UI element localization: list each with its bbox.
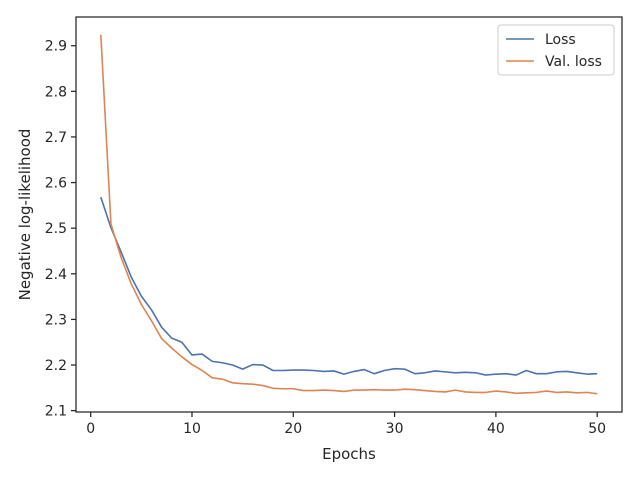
series-line-1 <box>100 34 598 395</box>
y-axis-label: Negative log-likelihood <box>16 129 34 301</box>
plot-frame <box>75 16 623 413</box>
legend-box <box>497 24 615 76</box>
legend-label-val-loss: Val. loss <box>545 54 602 70</box>
y-tick-label: 2.5 <box>45 221 67 237</box>
x-tick-label: 50 <box>588 421 606 437</box>
y-tick-label: 2.3 <box>45 312 67 328</box>
legend-label-loss: Loss <box>545 32 576 48</box>
x-tick-label: 10 <box>183 421 201 437</box>
y-tick-label: 2.9 <box>45 39 67 55</box>
x-axis-label: Epochs <box>322 445 376 463</box>
y-tick-label: 2.4 <box>45 267 67 283</box>
x-tick-label: 40 <box>487 421 505 437</box>
x-tick-label: 30 <box>386 421 404 437</box>
y-tick-label: 2.7 <box>45 130 67 146</box>
y-tick-label: 2.6 <box>45 176 67 192</box>
series-line-0 <box>100 196 598 376</box>
series-layer <box>100 34 598 395</box>
x-tick-label: 0 <box>86 421 95 437</box>
y-axis: 2.1 2.2 2.3 2.4 2.5 2.6 2.7 2.8 2.9 <box>45 39 76 420</box>
y-tick-label: 2.8 <box>45 84 67 100</box>
x-tick-label: 20 <box>284 421 302 437</box>
y-tick-label: 2.2 <box>45 358 67 374</box>
plot-background <box>76 17 622 412</box>
legend: Loss Val. loss <box>497 24 615 76</box>
x-axis: 0 10 20 30 40 50 <box>86 412 606 437</box>
y-tick-label: 2.1 <box>45 404 67 420</box>
